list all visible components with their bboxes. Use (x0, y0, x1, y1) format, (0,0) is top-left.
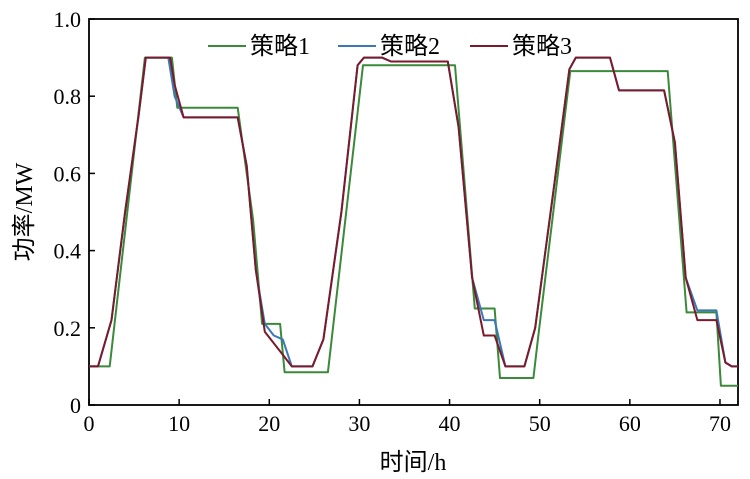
y-tick-label: 0.8 (54, 84, 82, 109)
legend-label-2: 策略2 (380, 33, 440, 60)
x-tick-label: 40 (439, 411, 461, 436)
x-tick-label: 70 (709, 411, 731, 436)
series-line-3 (89, 56, 738, 368)
x-axis-label: 时间/h (380, 449, 447, 476)
series-line-2 (89, 56, 738, 368)
x-tick-label: 50 (529, 411, 551, 436)
legend: 策略1 策略2 策略3 (208, 33, 572, 60)
x-tick-label: 30 (348, 411, 370, 436)
y-tick-label: 0.6 (54, 161, 82, 186)
legend-label-3: 策略3 (512, 33, 572, 60)
y-tick-label: 0.4 (54, 239, 82, 264)
y-axis-label: 功率/MW (11, 162, 38, 261)
x-tick-label: 60 (619, 411, 641, 436)
series-layer (89, 56, 738, 387)
ticks-layer: 0 10 20 30 40 50 60 70 0 0.2 0.4 0.6 0.8 1.0 (54, 7, 731, 436)
legend-label-1: 策略1 (250, 33, 310, 60)
y-tick-label: 0.2 (54, 316, 82, 341)
series-line-1 (89, 56, 738, 387)
x-tick-label: 10 (168, 411, 190, 436)
x-tick-label: 0 (84, 411, 95, 436)
x-tick-label: 20 (258, 411, 280, 436)
y-tick-label: 0 (70, 393, 81, 418)
plot-frame (88, 18, 739, 406)
y-tick-label: 1.0 (54, 7, 82, 32)
